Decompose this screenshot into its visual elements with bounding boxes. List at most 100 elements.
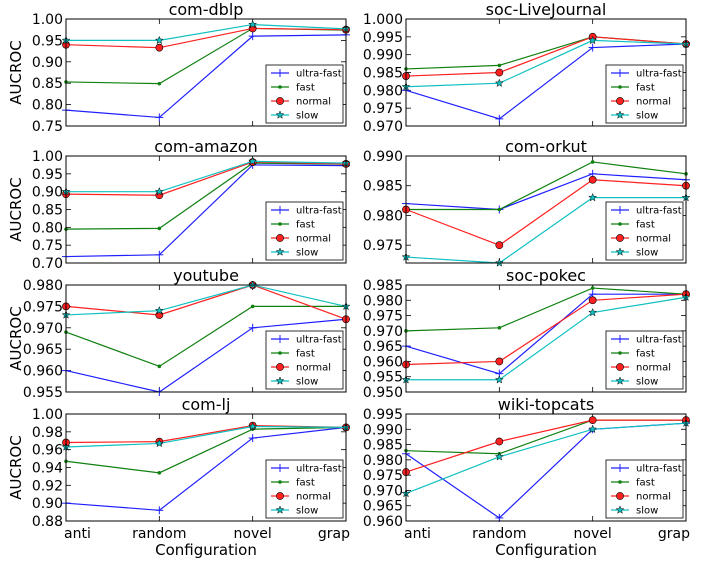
legend-marker <box>276 363 284 371</box>
plot-frame <box>405 284 687 393</box>
y-tick-label: 0.955 <box>23 385 63 401</box>
legend-label: normal <box>296 234 331 245</box>
series-line <box>405 36 687 70</box>
legend-label: ultra-fast <box>296 206 342 217</box>
y-tick-label: 0.980 <box>363 293 403 309</box>
legend-label: slow <box>636 506 658 517</box>
legend-label: slow <box>296 111 318 122</box>
legend-label: fast <box>296 220 315 231</box>
legend-item: normal <box>611 97 671 108</box>
subplot-3: com-orkut 0.990 0.985 0.980 0.975 ultra-fast f… <box>363 137 691 267</box>
data-point <box>154 35 164 45</box>
y-tick-label: 0.975 <box>363 238 403 254</box>
y-tick-label: 0.85 <box>32 203 63 219</box>
legend-item: ultra-fast <box>611 206 682 217</box>
legend-label: ultra-fast <box>636 206 682 217</box>
legend-box <box>605 64 684 124</box>
data-point <box>495 68 504 77</box>
legend-item: normal <box>271 234 331 245</box>
legend-marker <box>618 351 622 355</box>
subplot-title: youtube <box>173 266 239 285</box>
y-tick-label: 0.92 <box>32 478 63 494</box>
legend-item: fast <box>611 220 655 231</box>
subplot-title: wiki-topcats <box>498 395 594 414</box>
series-line <box>65 161 347 196</box>
legend-marker <box>278 480 282 484</box>
y-tick-label: 0.965 <box>363 339 403 355</box>
legend: ultra-fast fast normal slow <box>265 64 344 124</box>
y-tick-label: 1.00 <box>32 12 63 28</box>
legend-label: normal <box>296 492 331 503</box>
y-tick-label: 0.985 <box>363 179 403 195</box>
y-tick-label: 0.80 <box>32 220 63 236</box>
x-axis-label: Configuration <box>495 541 597 559</box>
legend-label: ultra-fast <box>636 335 682 346</box>
data-point <box>154 305 164 315</box>
data-point <box>497 63 502 68</box>
legend-marker <box>616 234 624 242</box>
y-tick-label: 0.975 <box>363 309 403 325</box>
legend-marker <box>616 69 624 77</box>
legend-label: slow <box>636 248 658 259</box>
legend-label: fast <box>296 478 315 489</box>
y-tick-label: 0.95 <box>32 33 63 49</box>
legend-item: normal <box>271 97 331 108</box>
x-tick-label: grap <box>658 526 690 542</box>
data-point <box>588 35 598 45</box>
data-point <box>494 375 504 384</box>
y-tick-label: 0.980 <box>363 208 403 224</box>
series-line <box>406 296 687 381</box>
data-point <box>590 286 595 290</box>
legend-item: ultra-fast <box>611 69 682 80</box>
data-point <box>588 424 598 434</box>
legend-marker <box>276 206 284 214</box>
y-tick-label: 0.970 <box>363 483 403 499</box>
data-point <box>590 160 595 164</box>
y-tick-label: 0.985 <box>363 438 403 454</box>
legend-item: ultra-fast <box>271 206 342 217</box>
legend-label: ultra-fast <box>296 335 342 346</box>
data-point <box>494 78 504 88</box>
legend: ultra-fast fast normal slow <box>265 459 344 519</box>
legend-marker <box>616 492 624 500</box>
legend-marker <box>616 335 624 343</box>
y-tick-label: 0.980 <box>363 453 403 469</box>
legend: ultra-fast fast normal slow <box>605 459 684 519</box>
y-axis-label: AUCROC <box>7 435 25 499</box>
subplot-6: com-lj AUCROC 1.00 0.98 0.96 0.940.92 0.90 0.88… <box>7 395 351 559</box>
legend-label: ultra-fast <box>296 69 342 80</box>
y-axis-label: AUCROC <box>7 40 25 104</box>
y-tick-label: 0.75 <box>32 238 63 254</box>
series-line <box>65 34 347 119</box>
series-line <box>65 162 347 230</box>
legend-label: normal <box>636 97 671 108</box>
legend-box <box>265 330 344 390</box>
x-tick-label: anti <box>404 526 431 542</box>
legend-item: fast <box>611 83 655 94</box>
legend: ultra-fast fast normal slow <box>605 201 684 261</box>
legend-label: fast <box>296 349 315 360</box>
y-tick-label: 0.995 <box>363 407 403 423</box>
legend-marker <box>616 206 624 214</box>
legend-marker <box>618 222 622 226</box>
subplot-title: soc-pokec <box>506 266 586 285</box>
data-point <box>495 241 504 250</box>
series-line <box>66 23 347 41</box>
series-line <box>65 426 347 474</box>
legend-label: normal <box>296 363 331 374</box>
legend-item: slow <box>271 247 318 259</box>
legend-marker <box>278 85 282 89</box>
y-tick-label: 0.960 <box>23 364 63 380</box>
legend: ultra-fast fast normal slow <box>265 201 344 261</box>
subplot-4: youtube AUCROC 0.980 0.975 0.970 0.965 0.960 0.… <box>7 266 351 401</box>
y-tick-label: 0.88 <box>32 514 63 530</box>
data-point <box>248 421 258 431</box>
subplot-title: com-dblp <box>169 0 244 19</box>
data-point <box>248 323 257 332</box>
legend-item: slow <box>271 376 318 388</box>
y-tick-label: 0.96 <box>32 443 63 459</box>
legend-label: fast <box>636 349 655 360</box>
legend-item: fast <box>271 220 315 231</box>
legend-marker <box>276 335 284 343</box>
y-tick-label: 0.950 <box>363 385 403 401</box>
